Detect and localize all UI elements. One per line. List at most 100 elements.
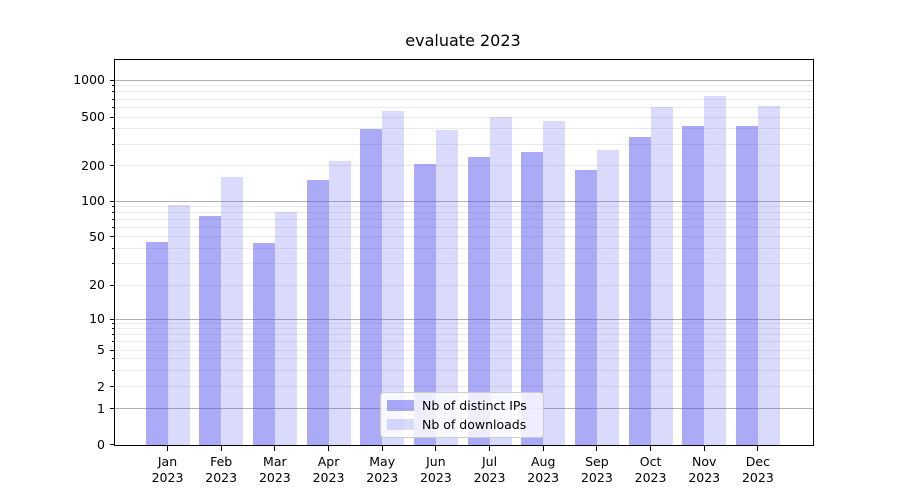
bar-downloads-aug <box>543 121 566 445</box>
y-tick-label: 1 <box>97 400 105 416</box>
bar-ips-nov <box>682 125 705 445</box>
bar-ips-jun <box>413 164 436 445</box>
x-tick <box>596 446 598 451</box>
gridline-minor <box>115 358 813 360</box>
x-tick-label: Sep 2023 <box>580 454 613 485</box>
legend-swatch-distinct-ips <box>387 400 414 411</box>
bar-downloads-may <box>382 110 405 445</box>
legend-label-distinct-ips: Nb of distinct IPs <box>422 398 527 413</box>
bar-downloads-jul <box>489 117 512 445</box>
bar-ips-aug <box>521 151 544 445</box>
y-tick <box>110 200 115 202</box>
gridline-minor <box>115 386 813 387</box>
bar-downloads-apr <box>328 160 351 445</box>
x-tick <box>489 446 491 451</box>
y-tick <box>110 165 115 166</box>
x-tick <box>274 446 276 451</box>
y-tick-label: 5 <box>97 342 105 357</box>
gridline-minor <box>115 226 813 228</box>
y-tick-minor <box>112 85 115 87</box>
y-tick-minor <box>112 247 115 249</box>
y-tick <box>110 79 115 81</box>
y-tick-label: 200 <box>81 157 105 173</box>
gridline-major <box>115 318 813 320</box>
y-tick-minor <box>112 323 115 325</box>
gridline-minor <box>115 143 813 145</box>
gridline-minor <box>115 349 813 351</box>
gridline-minor <box>115 205 813 207</box>
x-tick <box>542 446 544 451</box>
bar-downloads-feb <box>221 176 244 445</box>
y-tick-minor <box>112 91 115 93</box>
gridline-minor <box>115 341 813 343</box>
y-tick-label: 1000 <box>73 72 105 87</box>
chart-title: evaluate 2023 <box>405 31 521 50</box>
gridline-major <box>115 79 813 81</box>
x-tick-label: Feb 2023 <box>205 454 238 485</box>
x-tick-label: Jul 2023 <box>473 454 506 485</box>
x-tick-label: Aug 2023 <box>527 454 560 485</box>
legend-label-downloads: Nb of downloads <box>422 417 527 432</box>
y-tick-minor <box>112 106 115 108</box>
bar-downloads-jun <box>435 130 458 445</box>
bar-ips-jan <box>145 242 168 445</box>
x-tick-label: Jan 2023 <box>151 454 184 485</box>
gridline-minor <box>115 218 813 220</box>
y-tick-minor <box>112 218 115 220</box>
y-tick <box>110 386 115 387</box>
bar-ips-dec <box>735 125 758 445</box>
y-tick-label: 50 <box>89 228 105 244</box>
y-tick <box>110 236 115 237</box>
y-tick-minor <box>112 128 115 130</box>
y-tick-minor <box>112 205 115 207</box>
bar-ips-sep <box>574 170 597 445</box>
x-tick-label: Dec 2023 <box>741 454 774 485</box>
bar-downloads-oct <box>650 107 673 445</box>
gridline-minor <box>115 263 813 265</box>
x-tick <box>757 446 759 451</box>
x-tick <box>650 446 652 451</box>
y-tick <box>110 116 115 118</box>
y-tick-minor <box>112 226 115 228</box>
gridline-minor <box>115 334 813 336</box>
x-tick-label: Apr 2023 <box>312 454 345 485</box>
gridline-minor <box>115 323 813 325</box>
x-tick-label: Mar 2023 <box>258 454 291 485</box>
gridline-major <box>115 200 813 202</box>
x-tick <box>167 446 168 451</box>
bar-downloads-nov <box>704 96 727 445</box>
x-tick-label: Oct 2023 <box>634 454 667 485</box>
gridline-minor <box>115 247 813 249</box>
gridline-minor <box>115 284 813 286</box>
legend-swatch-downloads <box>387 419 414 430</box>
x-tick-label: Jun 2023 <box>419 454 452 485</box>
y-tick-minor <box>112 143 115 145</box>
bar-downloads-jan <box>167 204 190 445</box>
y-tick <box>110 284 115 286</box>
gridline-minor <box>115 91 813 93</box>
x-tick-label: May 2023 <box>366 454 399 485</box>
bar-ips-mar <box>252 243 275 445</box>
y-tick-minor <box>112 369 115 371</box>
y-tick-label: 500 <box>81 109 105 124</box>
bar-ips-apr <box>306 180 329 445</box>
legend: Nb of distinct IPs Nb of downloads <box>380 392 544 438</box>
gridline-minor <box>115 106 813 108</box>
bar-ips-may <box>360 128 383 445</box>
x-tick <box>381 446 383 451</box>
legend-item-distinct-ips: Nb of distinct IPs <box>387 398 535 413</box>
y-tick-minor <box>112 263 115 265</box>
y-tick-minor <box>112 341 115 343</box>
gridline-minor <box>115 328 813 330</box>
y-tick-label: 2 <box>97 378 105 394</box>
y-tick-minor <box>112 358 115 360</box>
y-tick <box>110 408 115 409</box>
bar-ips-oct <box>628 136 651 445</box>
gridline-minor <box>115 236 813 237</box>
y-tick-label: 100 <box>81 193 105 208</box>
x-tick <box>220 446 222 451</box>
y-tick-minor <box>112 328 115 330</box>
gridline-minor <box>115 128 813 130</box>
bar-downloads-mar <box>274 211 297 445</box>
gridline-minor <box>115 211 813 213</box>
